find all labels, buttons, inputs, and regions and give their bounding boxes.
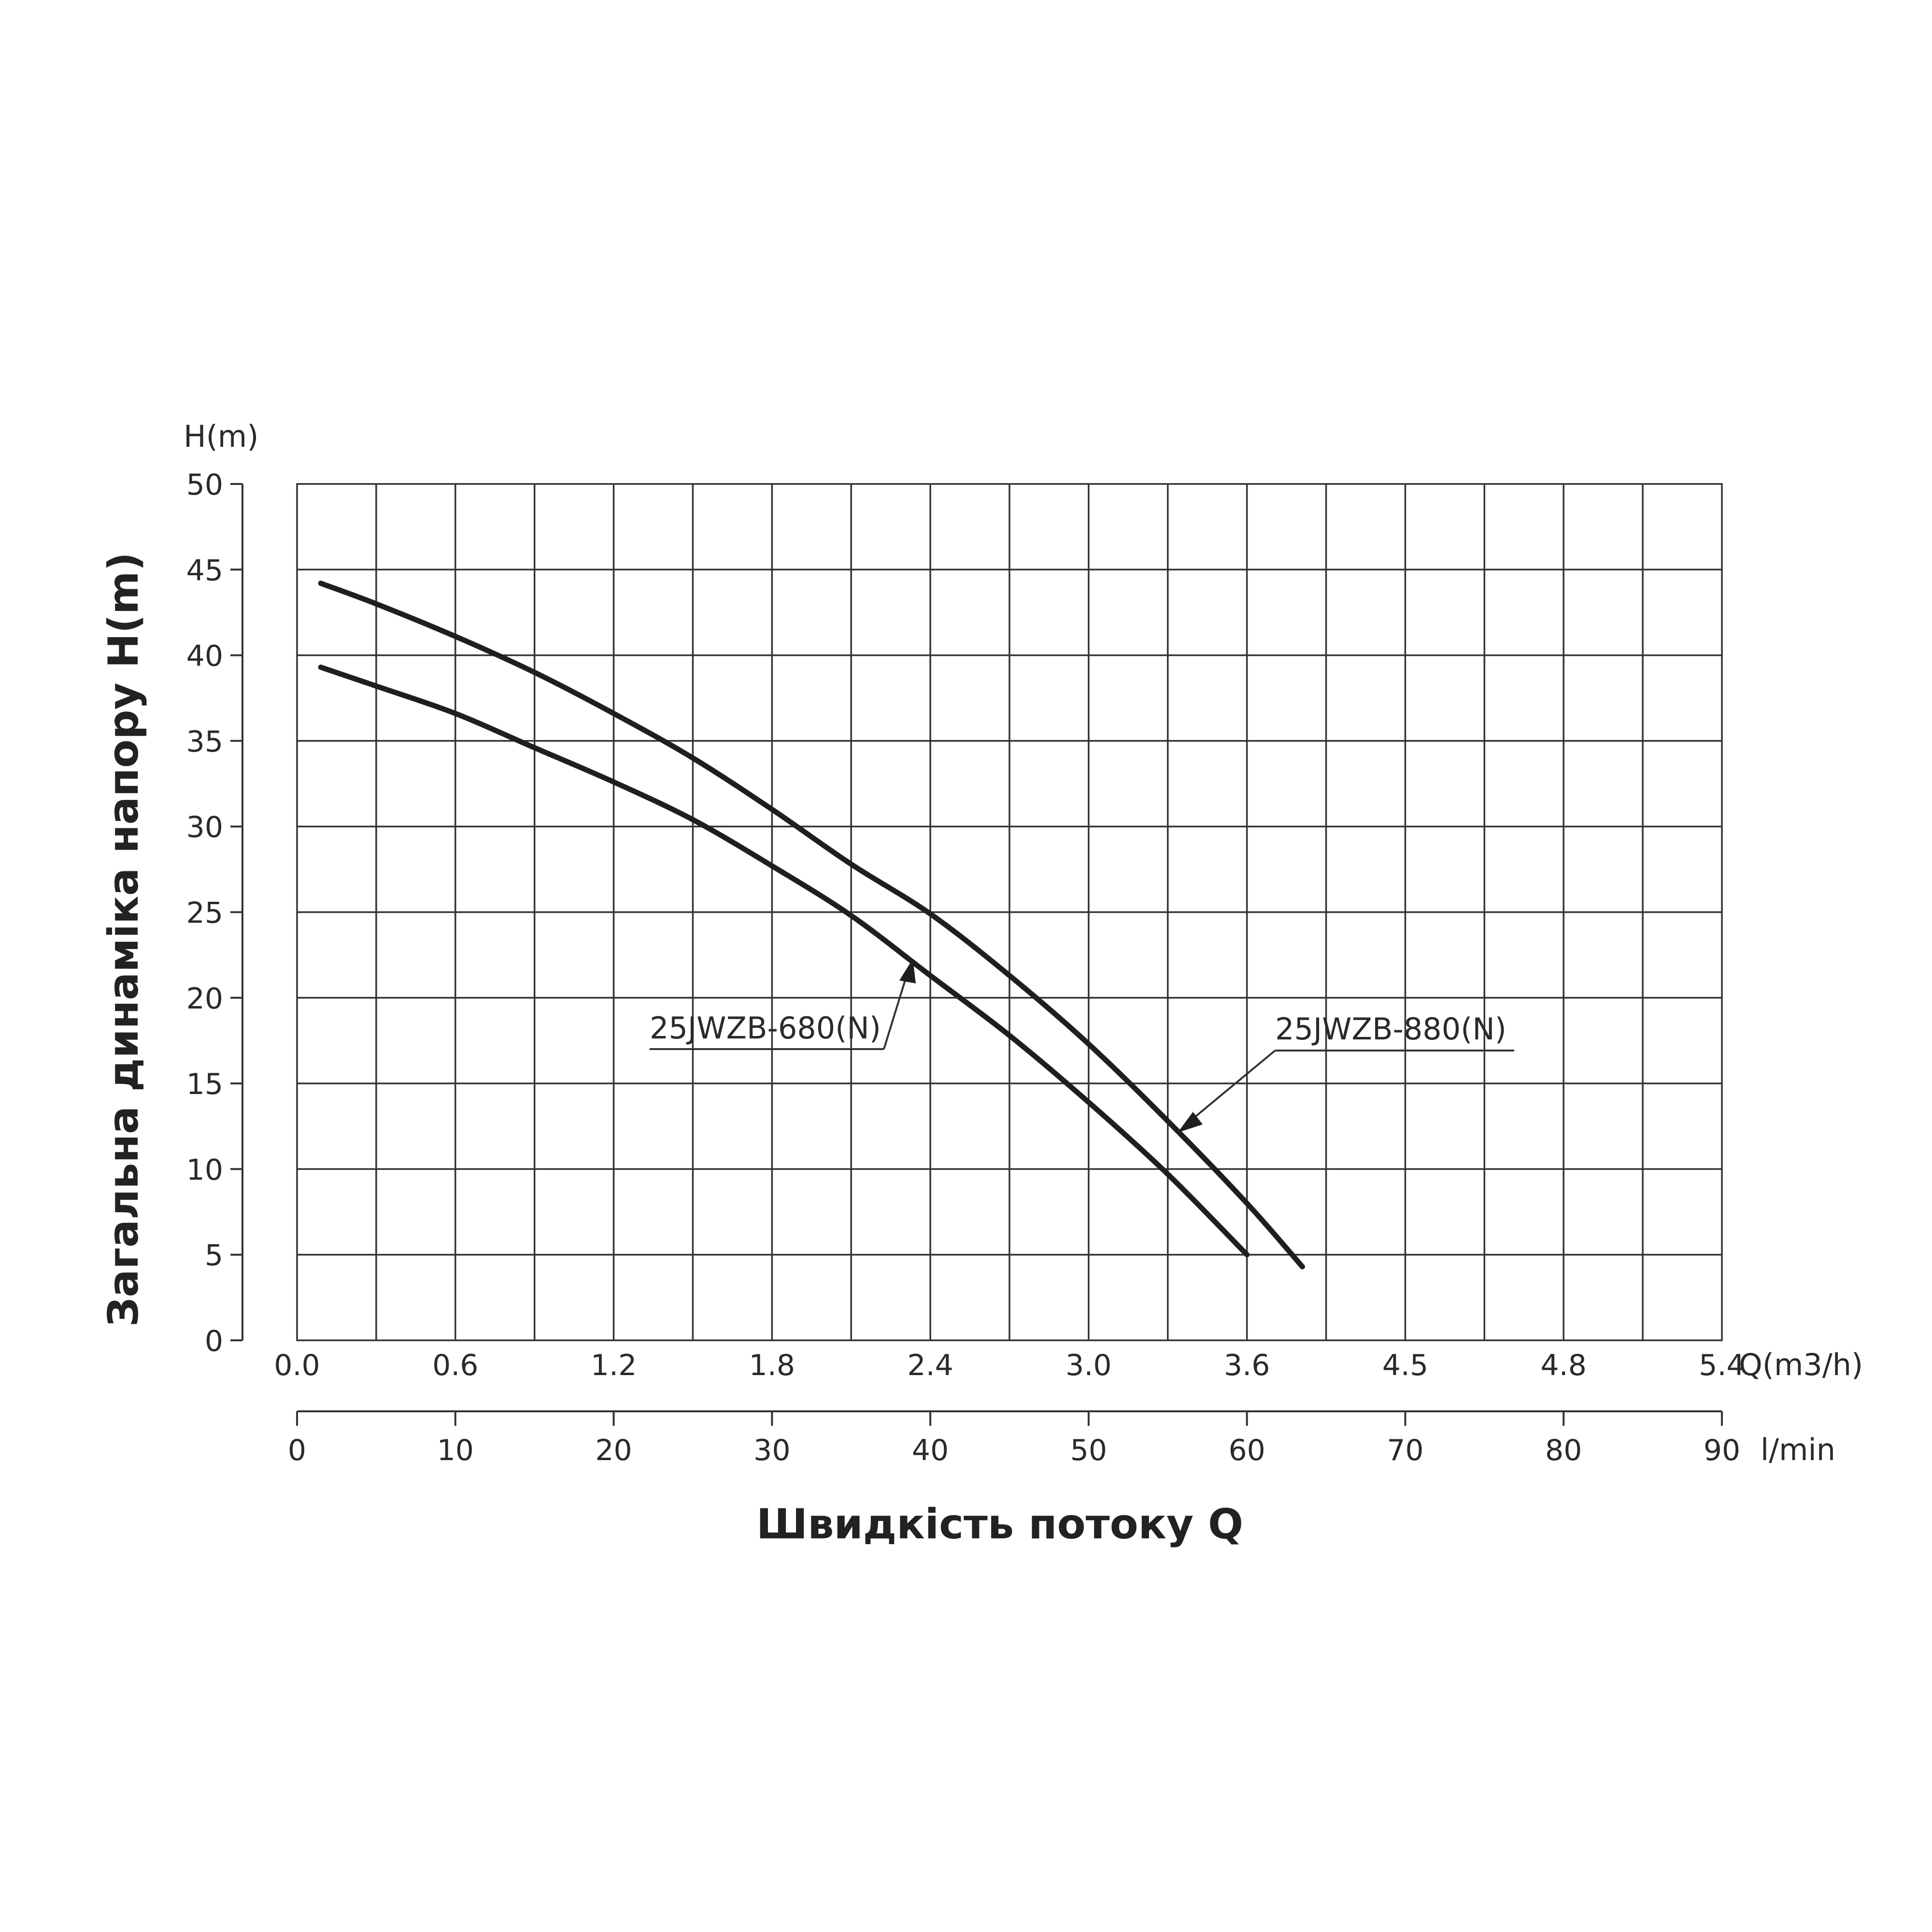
x-tick-label-primary: 0.6	[432, 1349, 478, 1382]
grid	[296, 483, 1723, 1341]
x-tick-label-secondary: 90	[1704, 1434, 1740, 1467]
y-unit-label: H(m)	[184, 419, 258, 454]
x-tick-label-secondary: 0	[288, 1434, 306, 1467]
y-tick-label: 10	[186, 1153, 223, 1187]
series-label-880: 25JWZB-880(N)	[1275, 1011, 1506, 1047]
x-tick-label-primary: 3.6	[1224, 1349, 1270, 1382]
series-curve-1	[318, 664, 1250, 1258]
y-tick-label: 30	[186, 810, 223, 844]
y-tick-label: 25	[186, 896, 223, 930]
x-unit-primary-label: Q(m3/h)	[1739, 1347, 1863, 1382]
y-tick-label: 5	[205, 1239, 223, 1273]
x-tick-label-primary: 0.0	[274, 1349, 320, 1382]
series-label-880-leader	[1190, 1050, 1276, 1122]
y-tick-label: 45	[186, 554, 223, 587]
x-unit-secondary-label: l/min	[1761, 1432, 1835, 1467]
x-tick-label-primary: 1.8	[749, 1349, 795, 1382]
axes	[230, 483, 1723, 1426]
series-label-680-arrowhead	[899, 959, 916, 983]
x-tick-label-secondary: 50	[1070, 1434, 1107, 1467]
x-tick-label-secondary: 10	[437, 1434, 474, 1467]
x-tick-label-secondary: 40	[912, 1434, 949, 1467]
y-tick-label: 0	[205, 1324, 223, 1358]
y-tick-label: 15	[186, 1067, 223, 1101]
y-tick-label: 35	[186, 725, 223, 759]
x-tick-label-secondary: 70	[1387, 1434, 1423, 1467]
series-curve-0	[318, 581, 1305, 1270]
x-axis-title: Швидкість потоку Q	[756, 1500, 1243, 1548]
curves	[318, 581, 1514, 1270]
y-tick-label: 20	[186, 982, 223, 1016]
x-tick-label-primary: 4.5	[1382, 1349, 1428, 1382]
x-tick-label-secondary: 30	[753, 1434, 790, 1467]
x-tick-label-primary: 4.8	[1541, 1349, 1587, 1382]
y-tick-label: 50	[186, 468, 223, 502]
series-label-680-leader	[883, 970, 909, 1050]
x-tick-label-primary: 2.4	[907, 1349, 953, 1382]
x-tick-label-primary: 1.2	[591, 1349, 637, 1382]
y-axis-title: Загальна динаміка напору H(m)	[99, 552, 148, 1327]
x-tick-label-secondary: 20	[595, 1434, 632, 1467]
x-tick-label-secondary: 60	[1228, 1434, 1265, 1467]
labels: 0 5 10 15 20 25 30 35 40 45 50 0.0 0.6 1.2 1.8 2.4 3.0 3.…	[186, 468, 1745, 1467]
x-tick-label-secondary: 80	[1545, 1434, 1582, 1467]
series-label-880-arrowhead	[1178, 1112, 1203, 1133]
y-tick-label: 40	[186, 639, 223, 673]
x-tick-label-primary: 3.0	[1065, 1349, 1111, 1382]
series-label-680: 25JWZB-680(N)	[650, 1010, 881, 1046]
x-tick-label-primary: 5.4	[1699, 1349, 1745, 1382]
